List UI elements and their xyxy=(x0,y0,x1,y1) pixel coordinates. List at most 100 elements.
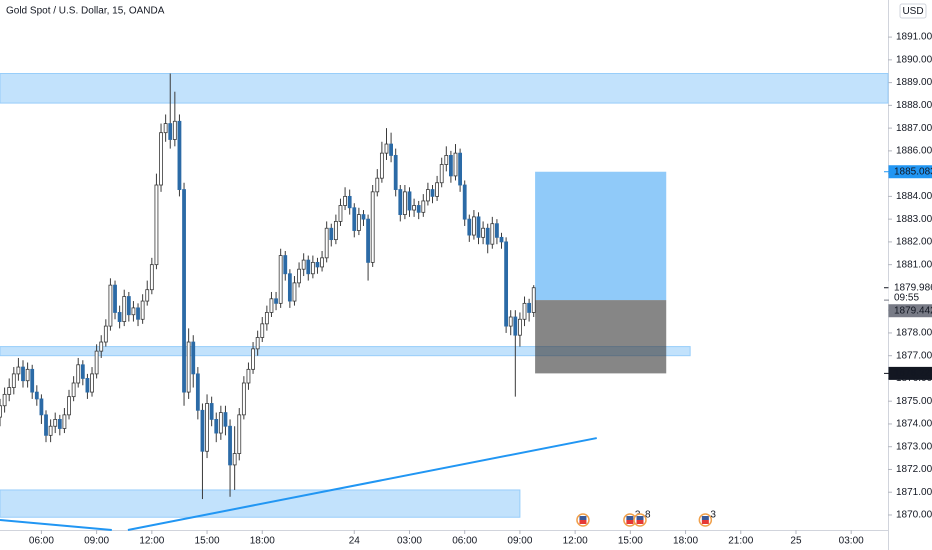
candle-body xyxy=(223,412,228,427)
candle-body xyxy=(481,227,486,238)
candle-body xyxy=(168,123,173,140)
candle-body xyxy=(269,298,274,313)
candle-body xyxy=(389,143,393,156)
candle-body xyxy=(444,155,449,165)
candle-body xyxy=(283,255,288,275)
candle-body xyxy=(324,227,329,259)
candle-body xyxy=(379,152,384,179)
event-flag-stripe xyxy=(626,520,634,524)
candle-body xyxy=(228,425,232,466)
candle-body xyxy=(495,223,499,238)
candle-body xyxy=(347,195,352,209)
candle-body xyxy=(21,366,25,382)
candle-body xyxy=(195,373,200,411)
candle-body xyxy=(62,414,67,429)
candle-body xyxy=(237,414,242,454)
price-tag-countdown: 09:55 xyxy=(894,292,919,303)
price-tag xyxy=(888,165,932,179)
candle-body xyxy=(11,373,16,388)
y-tick-label: 1873.000 xyxy=(896,441,932,452)
candle-body xyxy=(163,123,168,134)
y-tick-label: 1871.000 xyxy=(896,487,932,498)
candle-body xyxy=(117,312,122,322)
candle-body xyxy=(205,403,209,452)
candle-body xyxy=(518,318,522,336)
candle-body xyxy=(30,368,35,393)
candle-body xyxy=(80,364,85,379)
price-tag xyxy=(888,304,932,318)
candle-body xyxy=(99,341,104,352)
position-stop xyxy=(535,300,667,374)
candle-body xyxy=(126,296,131,316)
candle-body xyxy=(421,200,426,213)
candle-body xyxy=(85,378,90,393)
candle-body xyxy=(53,419,58,427)
candle-body xyxy=(508,316,513,327)
price-tag-label: 1879.442 xyxy=(894,305,932,316)
candle-body xyxy=(370,191,375,263)
candle-body xyxy=(522,302,527,320)
candle-body xyxy=(453,152,458,177)
x-tick-label: 24 xyxy=(349,536,361,547)
currency-box xyxy=(899,3,927,19)
price-tag xyxy=(888,281,932,305)
candle-body xyxy=(136,307,140,320)
x-tick-label: 03:00 xyxy=(839,536,864,547)
candle-body xyxy=(356,214,361,231)
y-tick-label: 1878.000 xyxy=(896,328,932,339)
candle-body xyxy=(209,403,214,420)
candle-body xyxy=(200,409,205,452)
candle-body xyxy=(16,366,21,375)
candle-body xyxy=(430,189,435,197)
candle-body xyxy=(425,189,430,202)
candle-body xyxy=(246,368,251,384)
y-tick-label: 1889.000 xyxy=(896,77,932,88)
candle-body xyxy=(131,307,136,316)
candle-body xyxy=(416,205,421,213)
candle-body xyxy=(504,241,509,327)
candle-body xyxy=(499,236,504,243)
candle-body xyxy=(260,323,265,338)
event-flag-stripe xyxy=(636,520,644,524)
x-tick-label: 12:00 xyxy=(563,536,588,547)
y-tick-label: 1883.000 xyxy=(896,214,932,225)
event-flag xyxy=(701,516,709,520)
y-tick-label: 1886.000 xyxy=(896,146,932,157)
candle-body xyxy=(412,205,416,211)
candle-body xyxy=(25,368,30,382)
candle-body xyxy=(531,287,536,313)
candle-body xyxy=(177,120,182,190)
x-tick-label: 09:00 xyxy=(507,536,532,547)
candle-body xyxy=(398,189,403,215)
x-tick-label: 06:00 xyxy=(29,536,54,547)
candle-body xyxy=(402,191,407,215)
candle-body xyxy=(39,398,44,416)
candle-body xyxy=(251,348,255,370)
candle-body xyxy=(393,155,398,190)
candle-body xyxy=(186,341,191,393)
event-count: 3 xyxy=(710,510,716,521)
event-flag xyxy=(636,516,644,520)
candle-body xyxy=(48,425,53,436)
candle-body xyxy=(375,177,380,193)
candle-body xyxy=(338,205,343,222)
candle-body xyxy=(439,164,444,184)
event-flag xyxy=(626,516,634,520)
candle-body xyxy=(366,218,370,263)
candle-body xyxy=(140,300,145,320)
candle-body xyxy=(218,412,223,434)
candle-body xyxy=(67,396,71,416)
price-tag xyxy=(888,366,932,380)
y-tick-label: 1881.000 xyxy=(896,259,932,270)
event-count: 8 xyxy=(645,510,651,521)
x-tick-label: 18:00 xyxy=(250,536,275,547)
candle-body xyxy=(333,221,338,241)
candle-body xyxy=(361,214,366,220)
candle-body xyxy=(462,184,467,220)
event-flag-stripe xyxy=(701,520,709,524)
zone xyxy=(0,73,889,104)
y-tick-label: 1870.000 xyxy=(896,510,932,521)
y-tick-label: 1887.000 xyxy=(896,123,932,134)
